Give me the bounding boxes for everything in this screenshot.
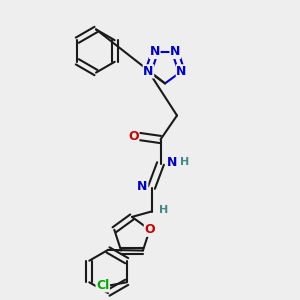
Text: N: N: [137, 179, 148, 193]
Text: H: H: [159, 205, 168, 215]
Text: O: O: [128, 130, 139, 143]
Text: N: N: [150, 45, 160, 58]
Text: N: N: [176, 65, 187, 78]
Text: N: N: [143, 65, 154, 78]
Text: H: H: [180, 157, 189, 167]
Text: N: N: [170, 45, 180, 58]
Text: Cl: Cl: [96, 279, 109, 292]
Text: O: O: [144, 223, 155, 236]
Text: N: N: [167, 155, 178, 169]
